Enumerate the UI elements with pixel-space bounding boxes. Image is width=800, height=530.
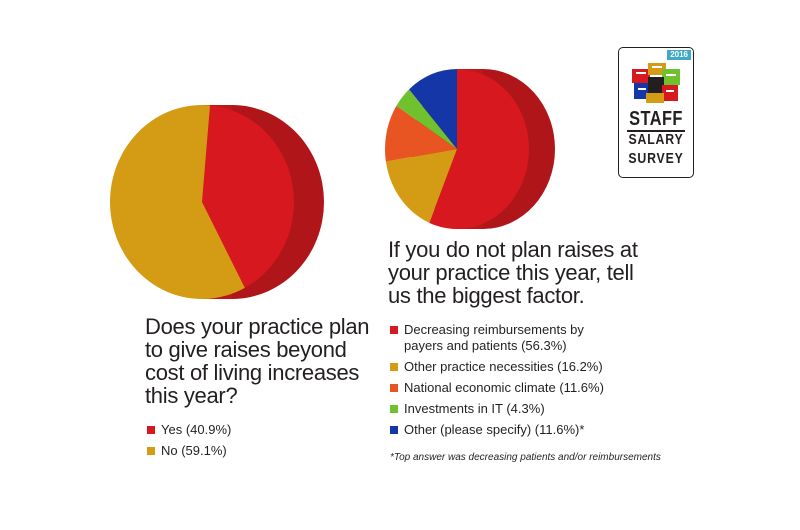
chart-2-question: If you do not plan raises at your practi… xyxy=(388,237,638,308)
legend-swatch xyxy=(390,405,398,413)
badge-logo-icon xyxy=(632,63,680,103)
pie-chart-raises xyxy=(110,105,324,299)
legend-item-investments-it: Investments in IT (4.3%) xyxy=(390,401,604,417)
pie-slice-2 xyxy=(385,105,457,162)
legend-label: Other (please specify) (11.6%)* xyxy=(404,422,585,437)
legend-swatch xyxy=(147,426,155,434)
staff-salary-survey-badge: 2016 STAFF SALARY SURVEY xyxy=(618,47,694,178)
legend-swatch xyxy=(390,384,398,392)
legend-item-economic-climate: National economic climate (11.6%) xyxy=(390,380,604,396)
legend-label: No (59.1%) xyxy=(161,443,227,458)
legend-item-yes: Yes (40.9%) xyxy=(147,422,231,438)
chart-2-legend: Decreasing reimbursements by payers and … xyxy=(390,322,604,443)
chart-1-question: Does your practice plan to give raises b… xyxy=(145,314,370,408)
legend-label: National economic climate (11.6%) xyxy=(404,380,604,395)
legend-swatch xyxy=(147,447,155,455)
pie-slice-0 xyxy=(429,69,529,229)
badge-word-staff: STAFF xyxy=(629,108,683,130)
legend-item-no: No (59.1%) xyxy=(147,443,231,459)
badge-year: 2016 xyxy=(667,50,691,60)
legend-item-other: Other (please specify) (11.6%)* xyxy=(390,422,604,438)
badge-word-survey: SURVEY xyxy=(628,150,684,167)
pie-slice-3 xyxy=(396,89,457,149)
legend-label: Other practice necessities (16.2%) xyxy=(404,359,603,374)
pie-slice-1 xyxy=(385,149,457,223)
badge-divider xyxy=(627,130,685,132)
pie-slice-1 xyxy=(110,105,245,299)
pie-slice-0 xyxy=(202,105,294,288)
legend-label: Yes (40.9%) xyxy=(161,422,232,437)
chart-1-legend: Yes (40.9%) No (59.1%) xyxy=(147,422,231,464)
legend-label: Decreasing reimbursements by payers and … xyxy=(404,322,584,353)
legend-label: Investments in IT (4.3%) xyxy=(404,401,545,416)
legend-swatch xyxy=(390,326,398,334)
legend-swatch xyxy=(390,426,398,434)
legend-swatch xyxy=(390,363,398,371)
legend-item-decreasing-reimbursements: Decreasing reimbursements by payers and … xyxy=(390,322,604,354)
pie-chart-factors xyxy=(385,69,555,229)
pie-slice-4 xyxy=(409,69,457,149)
badge-word-salary: SALARY xyxy=(628,131,684,148)
footnote: *Top answer was decreasing patients and/… xyxy=(390,452,661,463)
legend-item-other-necessities: Other practice necessities (16.2%) xyxy=(390,359,604,375)
